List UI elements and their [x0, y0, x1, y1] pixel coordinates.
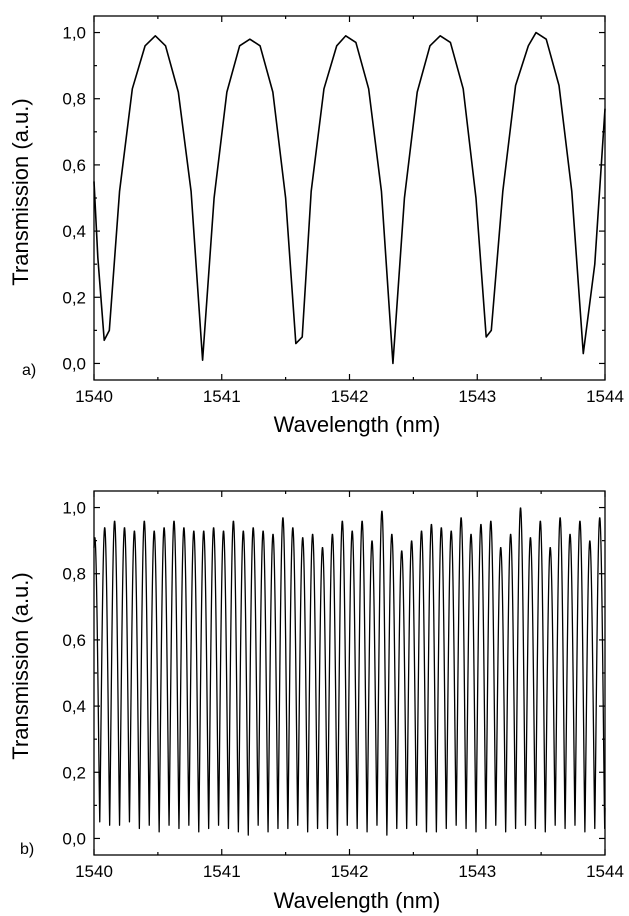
- y-tick-label: 0,2: [62, 288, 86, 307]
- y-tick-label: 1,0: [62, 499, 86, 518]
- y-tick-label: 0,0: [62, 354, 86, 373]
- chart-a-x-axis-label: Wavelength (nm): [274, 412, 441, 437]
- chart-b-x-tick-labels: 1540 1541 1542 1543 1544: [75, 862, 624, 881]
- x-tick-label: 1543: [458, 387, 496, 406]
- chart-b: 1540 1541 1542 1543 1544 0,0 0,2 0,4 0,6…: [8, 490, 624, 913]
- y-tick-label: 0,6: [62, 631, 86, 650]
- chart-b-series-line: [93, 507, 606, 836]
- chart-a-panel-label: a): [22, 362, 36, 379]
- chart-b-y-axis-label: Transmission (a.u.): [8, 572, 33, 759]
- x-tick-label: 1540: [75, 862, 113, 881]
- y-tick-label: 0,4: [62, 222, 86, 241]
- y-tick-label: 0,2: [62, 763, 86, 782]
- y-tick-label: 0,0: [62, 829, 86, 848]
- chart-a: 1540 1541 1542 1543 1544 0,0 0,2 0,4 0,6…: [8, 15, 624, 437]
- x-tick-label: 1542: [331, 387, 369, 406]
- x-tick-label: 1544: [586, 862, 624, 881]
- x-tick-label: 1541: [203, 862, 241, 881]
- y-tick-label: 0,8: [62, 90, 86, 109]
- chart-a-series-line: [93, 31, 606, 365]
- x-tick-label: 1540: [75, 387, 113, 406]
- chart-a-y-axis-label: Transmission (a.u.): [8, 98, 33, 285]
- chart-b-y-tick-labels: 0,0 0,2 0,4 0,6 0,8 1,0: [62, 499, 86, 849]
- chart-b-panel-label: b): [20, 841, 34, 858]
- x-tick-label: 1542: [331, 862, 369, 881]
- y-tick-label: 1,0: [62, 24, 86, 43]
- y-tick-label: 0,8: [62, 565, 86, 584]
- chart-a-y-tick-labels: 0,0 0,2 0,4 0,6 0,8 1,0: [62, 24, 86, 374]
- y-tick-label: 0,6: [62, 156, 86, 175]
- chart-b-x-axis-label: Wavelength (nm): [274, 888, 441, 913]
- x-tick-label: 1543: [458, 862, 496, 881]
- x-tick-label: 1544: [586, 387, 624, 406]
- x-tick-label: 1541: [203, 387, 241, 406]
- chart-a-x-tick-labels: 1540 1541 1542 1543 1544: [75, 387, 624, 406]
- y-tick-label: 0,4: [62, 697, 86, 716]
